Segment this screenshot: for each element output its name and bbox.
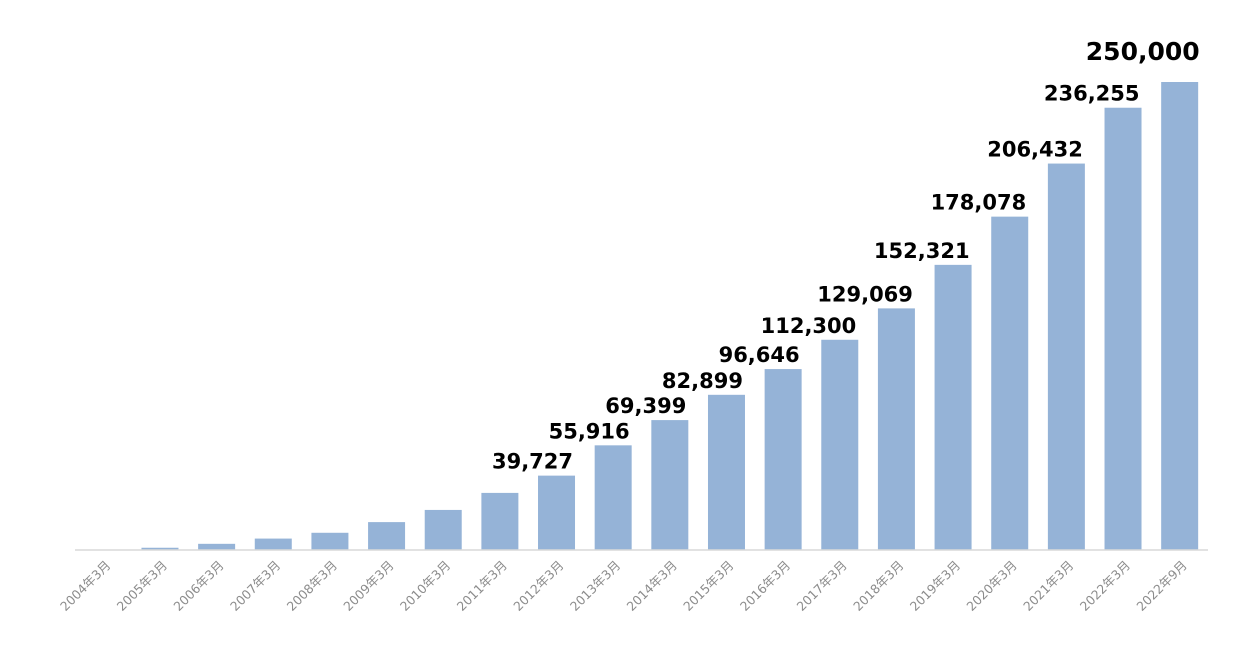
bar — [538, 475, 576, 550]
x-tick-label: 2019年3月 — [907, 558, 963, 614]
x-tick-label: 2015年3月 — [680, 558, 736, 614]
bar — [594, 445, 632, 550]
bars-group — [141, 82, 1199, 550]
bar — [481, 492, 519, 550]
data-label: 236,255 — [1044, 82, 1140, 106]
x-tick-label: 2014年3月 — [624, 558, 680, 614]
bar — [1104, 107, 1142, 550]
x-tick-label: 2020年3月 — [963, 558, 1019, 614]
x-tick-label: 2012年3月 — [510, 558, 566, 614]
bar — [368, 522, 406, 550]
bar — [934, 264, 972, 550]
x-tick-label: 2022年9月 — [1133, 558, 1189, 614]
x-tick-label: 2005年3月 — [114, 558, 170, 614]
data-label: 55,916 — [549, 419, 630, 443]
bar — [707, 394, 745, 550]
data-label: 206,432 — [987, 138, 1083, 162]
x-tick-label: 2009年3月 — [340, 558, 396, 614]
x-tick-label: 2018年3月 — [850, 558, 906, 614]
x-tick-label: 2008年3月 — [284, 558, 340, 614]
data-label: 129,069 — [817, 282, 913, 306]
x-tick-label: 2006年3月 — [170, 558, 226, 614]
data-label: 250,000 — [1086, 37, 1200, 66]
data-label: 69,399 — [605, 394, 686, 418]
bar — [254, 538, 292, 550]
bar — [311, 532, 349, 550]
x-tick-label: 2010年3月 — [397, 558, 453, 614]
bar — [651, 420, 689, 550]
bar — [198, 543, 236, 550]
x-tick-label: 2017年3月 — [793, 558, 849, 614]
x-tick-label: 2007年3月 — [227, 558, 283, 614]
data-label: 112,300 — [761, 314, 857, 338]
bar — [424, 509, 462, 550]
data-label: 82,899 — [662, 369, 743, 393]
bar — [877, 308, 915, 550]
data-label: 152,321 — [874, 239, 970, 263]
x-tick-label: 2011年3月 — [454, 558, 510, 614]
x-tick-labels-group: 2004年3月 2005年3月 2006年3月 2007年3月 2008年3月 2009年… — [57, 558, 1190, 614]
bar — [1047, 163, 1085, 550]
bar — [764, 369, 802, 550]
bar — [141, 547, 179, 550]
bar — [821, 339, 859, 550]
x-tick-label: 2004年3月 — [57, 558, 113, 614]
x-tick-label: 2016年3月 — [737, 558, 793, 614]
data-label: 178,078 — [931, 191, 1027, 215]
bar — [991, 216, 1029, 550]
x-tick-label: 2013年3月 — [567, 558, 623, 614]
data-label: 39,727 — [492, 450, 573, 474]
data-label: 96,646 — [719, 343, 800, 367]
x-tick-label: 2022年3月 — [1077, 558, 1133, 614]
x-tick-label: 2021年3月 — [1020, 558, 1076, 614]
bar — [1161, 82, 1199, 550]
